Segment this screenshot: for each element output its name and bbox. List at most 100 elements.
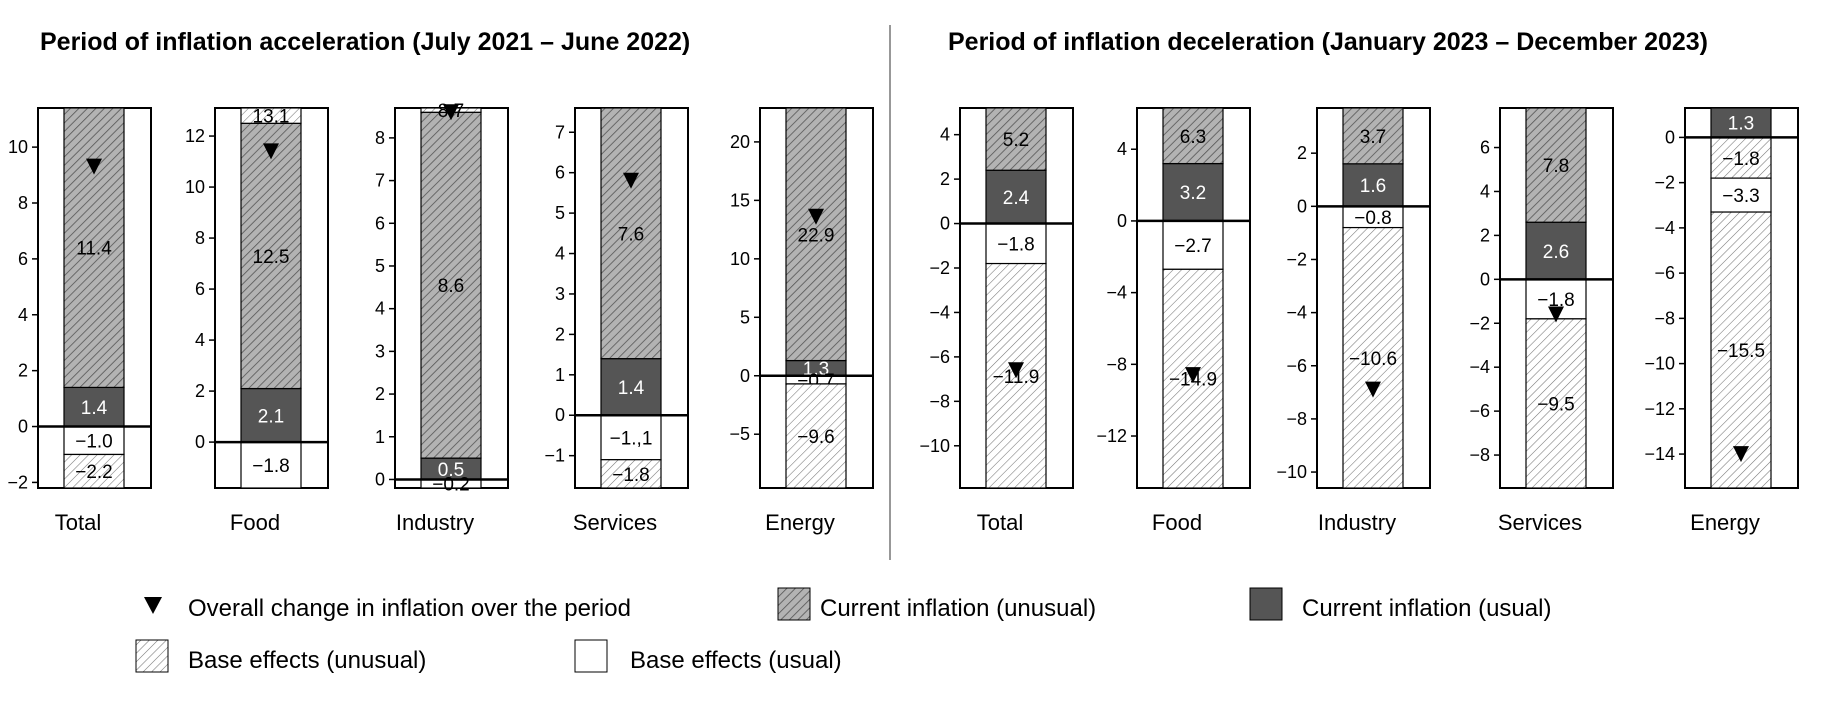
y-tick-label: 0 <box>1665 127 1675 147</box>
y-tick-label: −10 <box>1276 462 1307 482</box>
y-tick-label: 3 <box>375 341 385 361</box>
panel-4: −1 0 1 2 3 4 5 6 7 1.4 7.6 −1.,1 −1.8 Services <box>544 107 689 535</box>
data-label: −2.7 <box>1174 236 1212 257</box>
y-tick-label: 0 <box>555 405 565 425</box>
data-label: 12.5 <box>253 247 290 268</box>
legend-swatch-current-usual <box>1249 587 1283 621</box>
y-tick-label: −4 <box>1469 357 1490 377</box>
category-label: Total <box>977 510 1023 535</box>
legend-label-base-usual: Base effects (usual) <box>630 647 842 674</box>
bar-segment-cur-usual <box>1162 162 1224 222</box>
data-label: −2.2 <box>75 462 113 483</box>
y-tick-label: 4 <box>1480 181 1490 201</box>
data-label: 6.3 <box>1180 127 1206 148</box>
bar-segment-cur-unusual <box>420 111 482 459</box>
y-tick-label: −14 <box>1644 444 1675 464</box>
data-label: 1.6 <box>1360 176 1386 197</box>
bar-segment-cur-usual <box>1525 221 1587 280</box>
legend-swatch-current-unusual <box>777 587 811 621</box>
overall-marker <box>808 208 824 225</box>
bar-segment-base-usual <box>1162 220 1224 270</box>
y-tick-label: 15 <box>730 190 750 210</box>
y-tick-label: 8 <box>375 128 385 148</box>
data-label: −1.8 <box>997 235 1035 256</box>
data-label: −15.5 <box>1717 341 1765 362</box>
bar-segment-base-unusual <box>1342 226 1404 489</box>
data-label: 2.4 <box>1003 188 1030 209</box>
y-tick-label: −10 <box>919 436 950 456</box>
y-tick-label: −4 <box>1654 218 1675 238</box>
data-label: 5.2 <box>1003 130 1029 151</box>
y-tick-label: 6 <box>195 279 205 299</box>
bar-segment-cur-unusual <box>63 107 125 389</box>
y-tick-label: −6 <box>1286 356 1307 376</box>
category-label: Services <box>1498 510 1582 535</box>
y-tick-label: 6 <box>1480 138 1490 158</box>
data-label: 7.8 <box>1543 156 1569 177</box>
bar-segment-base-unusual <box>63 453 125 489</box>
category-label: Food <box>1152 510 1202 535</box>
category-label: Energy <box>765 510 835 535</box>
data-label: 22.9 <box>798 225 835 246</box>
y-tick-label: 12 <box>185 126 205 146</box>
bar-segment-cur-unusual <box>1162 107 1224 165</box>
panels: −202468101.411.4−1.0−2.2Total0246810122.… <box>7 101 1799 535</box>
panel-2: 0 2 4 6 8 10 12 2.1 12.5 13.1 −1.8 Food <box>185 107 329 535</box>
y-tick-label: 6 <box>555 163 565 183</box>
overall-marker <box>86 158 102 175</box>
data-label: −0.8 <box>1354 208 1392 229</box>
data-label: 2.1 <box>258 406 284 427</box>
y-tick-label: −6 <box>929 347 950 367</box>
y-tick-label: −8 <box>1654 308 1675 328</box>
y-tick-label: −12 <box>1096 426 1127 446</box>
category-label: Industry <box>1318 510 1396 535</box>
y-tick-label: −5 <box>729 424 750 444</box>
y-tick-label: −8 <box>1469 445 1490 465</box>
bar-segment-base-usual <box>985 222 1047 265</box>
y-tick-label: −10 <box>1644 354 1675 374</box>
y-tick-label: 4 <box>195 330 205 350</box>
data-label: 13.1 <box>253 107 290 128</box>
y-tick-label: 0 <box>18 417 28 437</box>
data-label: 7.6 <box>618 224 644 245</box>
y-tick-label: 7 <box>555 122 565 142</box>
y-tick-label: 2 <box>555 324 565 344</box>
data-label: −10.6 <box>1349 349 1397 370</box>
overall-marker <box>1548 306 1564 323</box>
data-label: −9.6 <box>797 427 835 448</box>
category-label: Energy <box>1690 510 1760 535</box>
y-tick-label: 0 <box>195 432 205 452</box>
y-tick-label: 5 <box>375 256 385 276</box>
y-tick-label: −2 <box>1654 173 1675 193</box>
bar-segment-base-unusual <box>240 107 302 124</box>
legend-swatch-base-unusual <box>135 639 169 673</box>
bar-segment-base-unusual <box>1710 211 1772 489</box>
overall-marker <box>1185 367 1201 384</box>
legend-label-current-unusual: Current inflation (unusual) <box>820 595 1096 622</box>
y-tick-label: −8 <box>1286 409 1307 429</box>
bar-segment-cur-unusual <box>1342 107 1404 165</box>
bar-segment-cur-usual <box>600 358 662 416</box>
y-tick-label: 10 <box>185 177 205 197</box>
legend: Overall change in inflation over the per… <box>135 587 1551 674</box>
y-tick-label: −8 <box>929 391 950 411</box>
overall-marker <box>263 143 279 160</box>
data-label: 1.4 <box>618 378 645 399</box>
y-tick-label: 4 <box>1117 139 1127 159</box>
data-label: −1.0 <box>75 432 113 453</box>
data-label: −9.5 <box>1537 394 1575 415</box>
bar-segment-cur-unusual <box>1525 107 1587 223</box>
legend-label-current-usual: Current inflation (usual) <box>1302 595 1551 622</box>
panel-1: −2 0 2 4 6 8 10 1.4 11.4 −1.0 −2.2 Total <box>7 107 152 535</box>
y-tick-label: 3 <box>555 284 565 304</box>
data-label: −3.3 <box>1722 186 1760 207</box>
y-tick-label: −2 <box>929 258 950 278</box>
data-label: −0.2 <box>432 475 470 496</box>
y-tick-label: 0 <box>940 214 950 234</box>
y-tick-label: 2 <box>1297 143 1307 163</box>
legend-triangle-icon <box>144 597 162 614</box>
data-label: 0.5 <box>438 460 464 481</box>
